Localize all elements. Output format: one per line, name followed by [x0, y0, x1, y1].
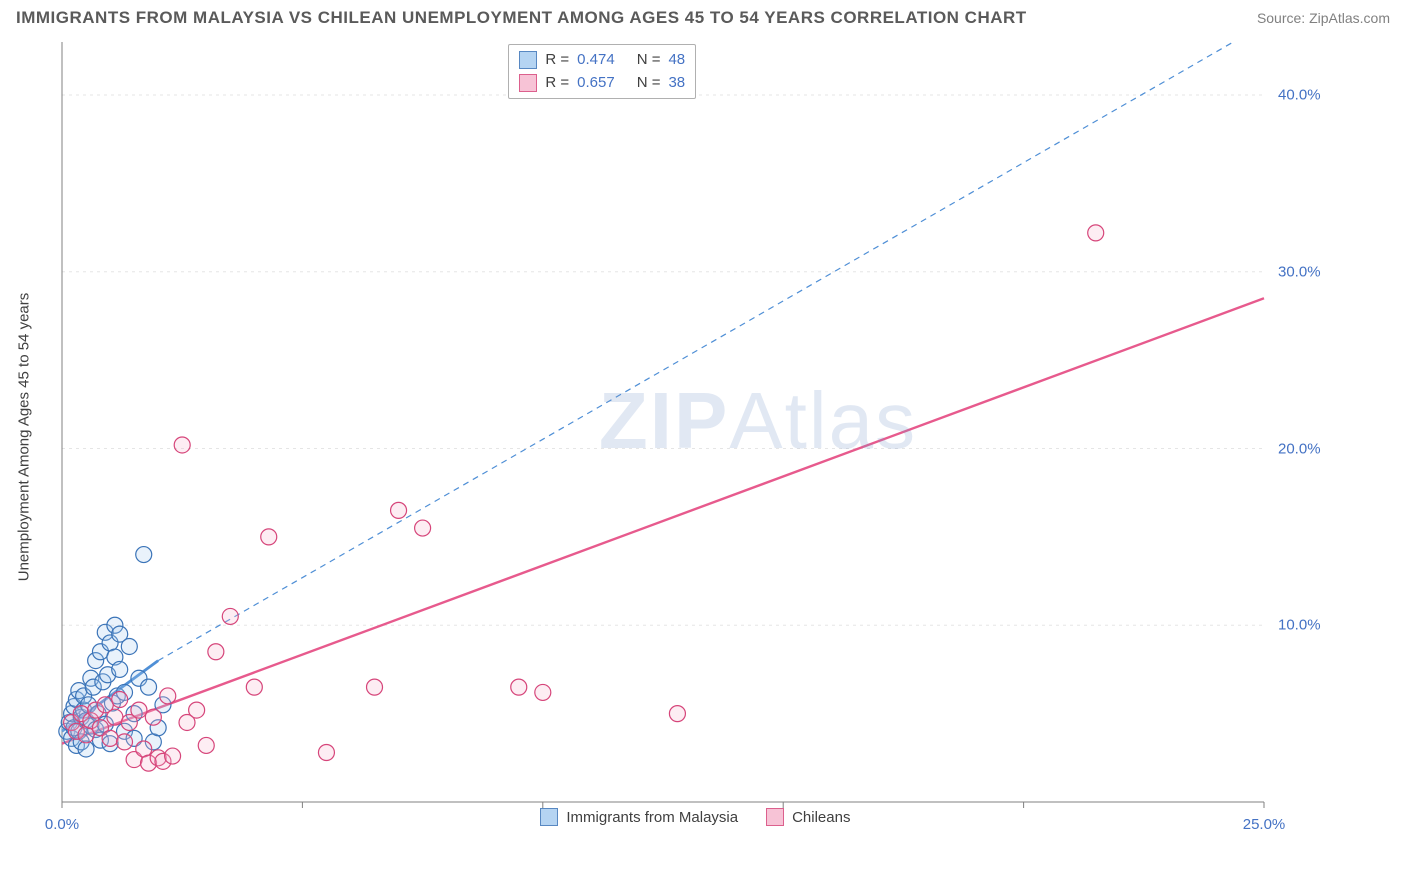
stat-r-value: 0.474 [577, 49, 615, 72]
stats-legend: R = 0.474 N = 48 R = 0.657 N = 38 [508, 44, 696, 99]
scatter-plot [54, 42, 1334, 832]
legend-swatch [519, 74, 537, 92]
source-label: Source: ZipAtlas.com [1257, 10, 1390, 26]
y-axis-label: Unemployment Among Ages 45 to 54 years [16, 293, 33, 582]
legend-label: Immigrants from Malaysia [566, 809, 738, 826]
x-tick-label: 25.0% [1243, 816, 1286, 833]
legend-label: Chileans [792, 809, 850, 826]
chart-title: IMMIGRANTS FROM MALAYSIA VS CHILEAN UNEM… [16, 8, 1027, 28]
stat-n-value: 38 [668, 72, 685, 95]
stat-n-value: 48 [668, 49, 685, 72]
legend-item: Immigrants from Malaysia [540, 808, 738, 826]
stat-r-label: R = [545, 72, 569, 95]
y-tick-label: 20.0% [1278, 440, 1321, 457]
legend-swatch [766, 808, 784, 826]
stats-legend-row: R = 0.657 N = 38 [519, 72, 685, 95]
series-legend: Immigrants from Malaysia Chileans [540, 808, 850, 826]
legend-item: Chileans [766, 808, 850, 826]
x-tick-label: 0.0% [45, 816, 79, 833]
y-tick-label: 30.0% [1278, 263, 1321, 280]
stat-n-label: N = [637, 49, 661, 72]
legend-swatch [519, 51, 537, 69]
y-tick-label: 40.0% [1278, 87, 1321, 104]
stat-r-label: R = [545, 49, 569, 72]
y-tick-label: 10.0% [1278, 617, 1321, 634]
stats-legend-row: R = 0.474 N = 48 [519, 49, 685, 72]
stat-r-value: 0.657 [577, 72, 615, 95]
legend-swatch [540, 808, 558, 826]
stat-n-label: N = [637, 72, 661, 95]
chart-area: Unemployment Among Ages 45 to 54 years 1… [54, 42, 1390, 832]
